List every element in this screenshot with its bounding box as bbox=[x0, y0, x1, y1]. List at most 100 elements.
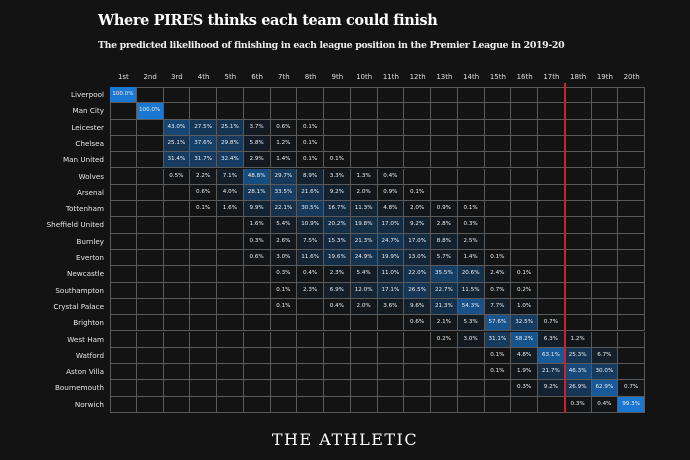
heatmap-cell bbox=[431, 347, 458, 365]
heatmap-cell bbox=[243, 87, 271, 104]
column-header-12th: 12th bbox=[409, 73, 426, 81]
heatmap-cell bbox=[618, 282, 645, 299]
column-header-4th: 4th bbox=[197, 73, 210, 81]
heatmap-cell bbox=[136, 250, 164, 267]
heatmap-cell bbox=[243, 103, 271, 120]
heatmap-cell bbox=[377, 331, 405, 348]
heatmap-cell: 0.6% bbox=[404, 315, 431, 332]
heatmap-cell bbox=[457, 168, 485, 185]
heatmap-cell: 9.2% bbox=[324, 184, 351, 202]
heatmap-cell bbox=[431, 152, 458, 169]
heatmap-cell bbox=[270, 347, 298, 365]
heatmap-cell bbox=[190, 250, 217, 267]
heatmap-cell bbox=[190, 87, 217, 104]
heatmap-cell: 10.9% bbox=[297, 217, 324, 234]
heatmap-cell bbox=[564, 266, 592, 283]
heatmap-cell bbox=[163, 250, 191, 267]
heatmap-cell: 9.9% bbox=[243, 201, 271, 218]
heatmap-cell bbox=[618, 266, 645, 283]
column-header-5th: 5th bbox=[224, 73, 237, 81]
heatmap-cell bbox=[591, 331, 619, 348]
heatmap-cell bbox=[324, 315, 351, 332]
heatmap-cell bbox=[243, 282, 271, 299]
heatmap-cell bbox=[564, 152, 592, 169]
heatmap-cell bbox=[217, 266, 244, 283]
heatmap-cell bbox=[564, 168, 592, 185]
heatmap-cell bbox=[190, 298, 217, 316]
heatmap-cell: 0.2% bbox=[431, 331, 458, 348]
column-header-9th: 9th bbox=[331, 73, 344, 81]
heatmap-cell: 5.4% bbox=[270, 217, 298, 234]
heatmap-cell bbox=[350, 396, 378, 413]
heatmap-cell: 28.1% bbox=[243, 184, 271, 202]
heatmap-cell bbox=[217, 103, 244, 120]
heatmap-cell: 0.1% bbox=[190, 201, 217, 218]
heatmap-cell bbox=[297, 103, 324, 120]
heatmap-cell bbox=[457, 152, 485, 169]
heatmap-cell bbox=[618, 152, 645, 169]
heatmap-cell bbox=[431, 396, 458, 413]
heatmap-cell bbox=[538, 119, 565, 136]
heatmap-cell bbox=[377, 152, 405, 169]
heatmap-cell bbox=[217, 347, 244, 365]
heatmap-cell bbox=[377, 347, 405, 365]
heatmap-cell bbox=[110, 168, 137, 185]
heatmap-cell bbox=[431, 119, 458, 136]
heatmap-cell bbox=[163, 331, 191, 348]
heatmap-cell bbox=[457, 184, 485, 202]
heatmap-cell: 1.0% bbox=[511, 298, 538, 316]
heatmap-cell bbox=[110, 233, 137, 250]
row-label: Arsenal bbox=[77, 187, 104, 197]
heatmap-cell bbox=[217, 87, 244, 104]
heatmap-cell bbox=[484, 152, 512, 169]
heatmap-cell bbox=[243, 347, 271, 365]
heatmap-cell bbox=[163, 396, 191, 413]
heatmap-cell: 21.6% bbox=[297, 184, 324, 202]
heatmap-cell: 0.6% bbox=[243, 250, 271, 267]
column-header-11th: 11th bbox=[382, 73, 399, 81]
heatmap-cell bbox=[110, 282, 137, 299]
heatmap-cell bbox=[110, 119, 137, 136]
column-header-2nd: 2nd bbox=[143, 73, 157, 81]
heatmap-cell: 8.8% bbox=[431, 233, 458, 250]
heatmap-cell bbox=[136, 217, 164, 234]
heatmap-cell: 19.8% bbox=[350, 217, 378, 234]
heatmap-cell bbox=[484, 233, 512, 250]
column-header-17th: 17th bbox=[543, 73, 560, 81]
heatmap-cell bbox=[350, 103, 378, 120]
heatmap-cell bbox=[163, 233, 191, 250]
row-label: Liverpool bbox=[71, 90, 104, 99]
heatmap-cell bbox=[110, 380, 137, 397]
heatmap-cell bbox=[163, 87, 191, 104]
heatmap-cell bbox=[110, 250, 137, 267]
heatmap-cell bbox=[564, 298, 592, 316]
heatmap-cell: 32.5% bbox=[511, 315, 538, 332]
heatmap-cell bbox=[564, 250, 592, 267]
heatmap-cell: 31.4% bbox=[163, 152, 191, 169]
heatmap-cell: 29.8% bbox=[217, 135, 244, 153]
row-label: Bournemouth bbox=[54, 383, 104, 393]
heatmap-cell bbox=[324, 347, 351, 365]
heatmap-cell bbox=[457, 119, 485, 136]
heatmap-cell bbox=[564, 282, 592, 299]
heatmap-cell bbox=[163, 298, 191, 316]
heatmap-cell bbox=[564, 87, 592, 104]
heatmap-cell bbox=[591, 250, 619, 267]
heatmap-cell: 0.3% bbox=[270, 266, 298, 283]
row-label: Everton bbox=[76, 253, 104, 262]
heatmap-cell bbox=[511, 217, 538, 234]
heatmap-cell bbox=[377, 87, 405, 104]
heatmap-cell bbox=[511, 135, 538, 153]
heatmap-cell bbox=[404, 347, 431, 365]
heatmap-cell bbox=[377, 315, 405, 332]
column-header-16th: 16th bbox=[516, 73, 533, 81]
heatmap-cell bbox=[618, 87, 645, 104]
heatmap-cell bbox=[163, 103, 191, 120]
heatmap-cell bbox=[350, 315, 378, 332]
heatmap-cell bbox=[190, 266, 217, 283]
heatmap-cell bbox=[457, 364, 485, 381]
heatmap-cell: 0.9% bbox=[377, 184, 405, 202]
heatmap-cell bbox=[110, 331, 137, 348]
heatmap-cell bbox=[511, 87, 538, 104]
heatmap-cell bbox=[591, 119, 619, 136]
